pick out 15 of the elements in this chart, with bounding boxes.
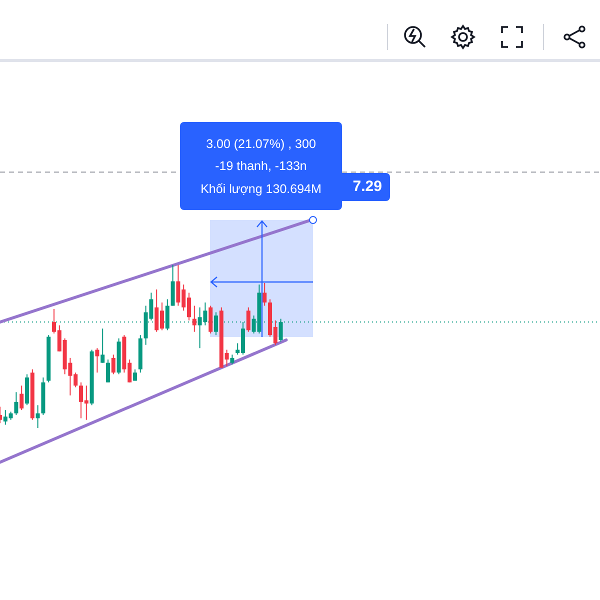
text: 3.00 (21.07%) , 300	[205, 136, 317, 150]
candlestick	[192, 305, 196, 332]
candlestick	[230, 354, 234, 365]
candlestick	[36, 404, 40, 428]
candlestick	[100, 328, 105, 364]
candlestick	[262, 282, 267, 306]
candlestick	[20, 385, 24, 411]
candlestick	[14, 392, 18, 416]
candlestick	[95, 348, 100, 374]
text: 7.29	[330, 173, 390, 201]
candlestick	[246, 306, 250, 332]
text: Khối lượng 130.694M	[200, 182, 322, 196]
candlestick	[111, 354, 116, 375]
text: -19 thanh, -133n	[214, 159, 308, 173]
candlestick	[106, 359, 110, 383]
